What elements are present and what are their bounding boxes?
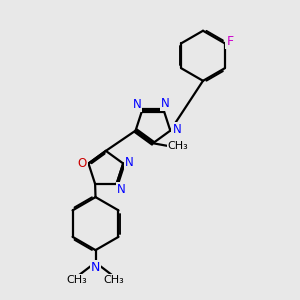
Text: N: N	[117, 183, 125, 196]
Text: CH₃: CH₃	[168, 141, 188, 151]
Text: N: N	[133, 98, 141, 111]
Text: N: N	[125, 155, 134, 169]
Text: F: F	[226, 35, 233, 48]
Text: N: N	[172, 123, 181, 136]
Text: N: N	[161, 97, 170, 110]
Text: CH₃: CH₃	[104, 275, 124, 285]
Text: N: N	[91, 261, 100, 274]
Text: CH₃: CH₃	[67, 275, 87, 285]
Text: O: O	[77, 157, 87, 170]
